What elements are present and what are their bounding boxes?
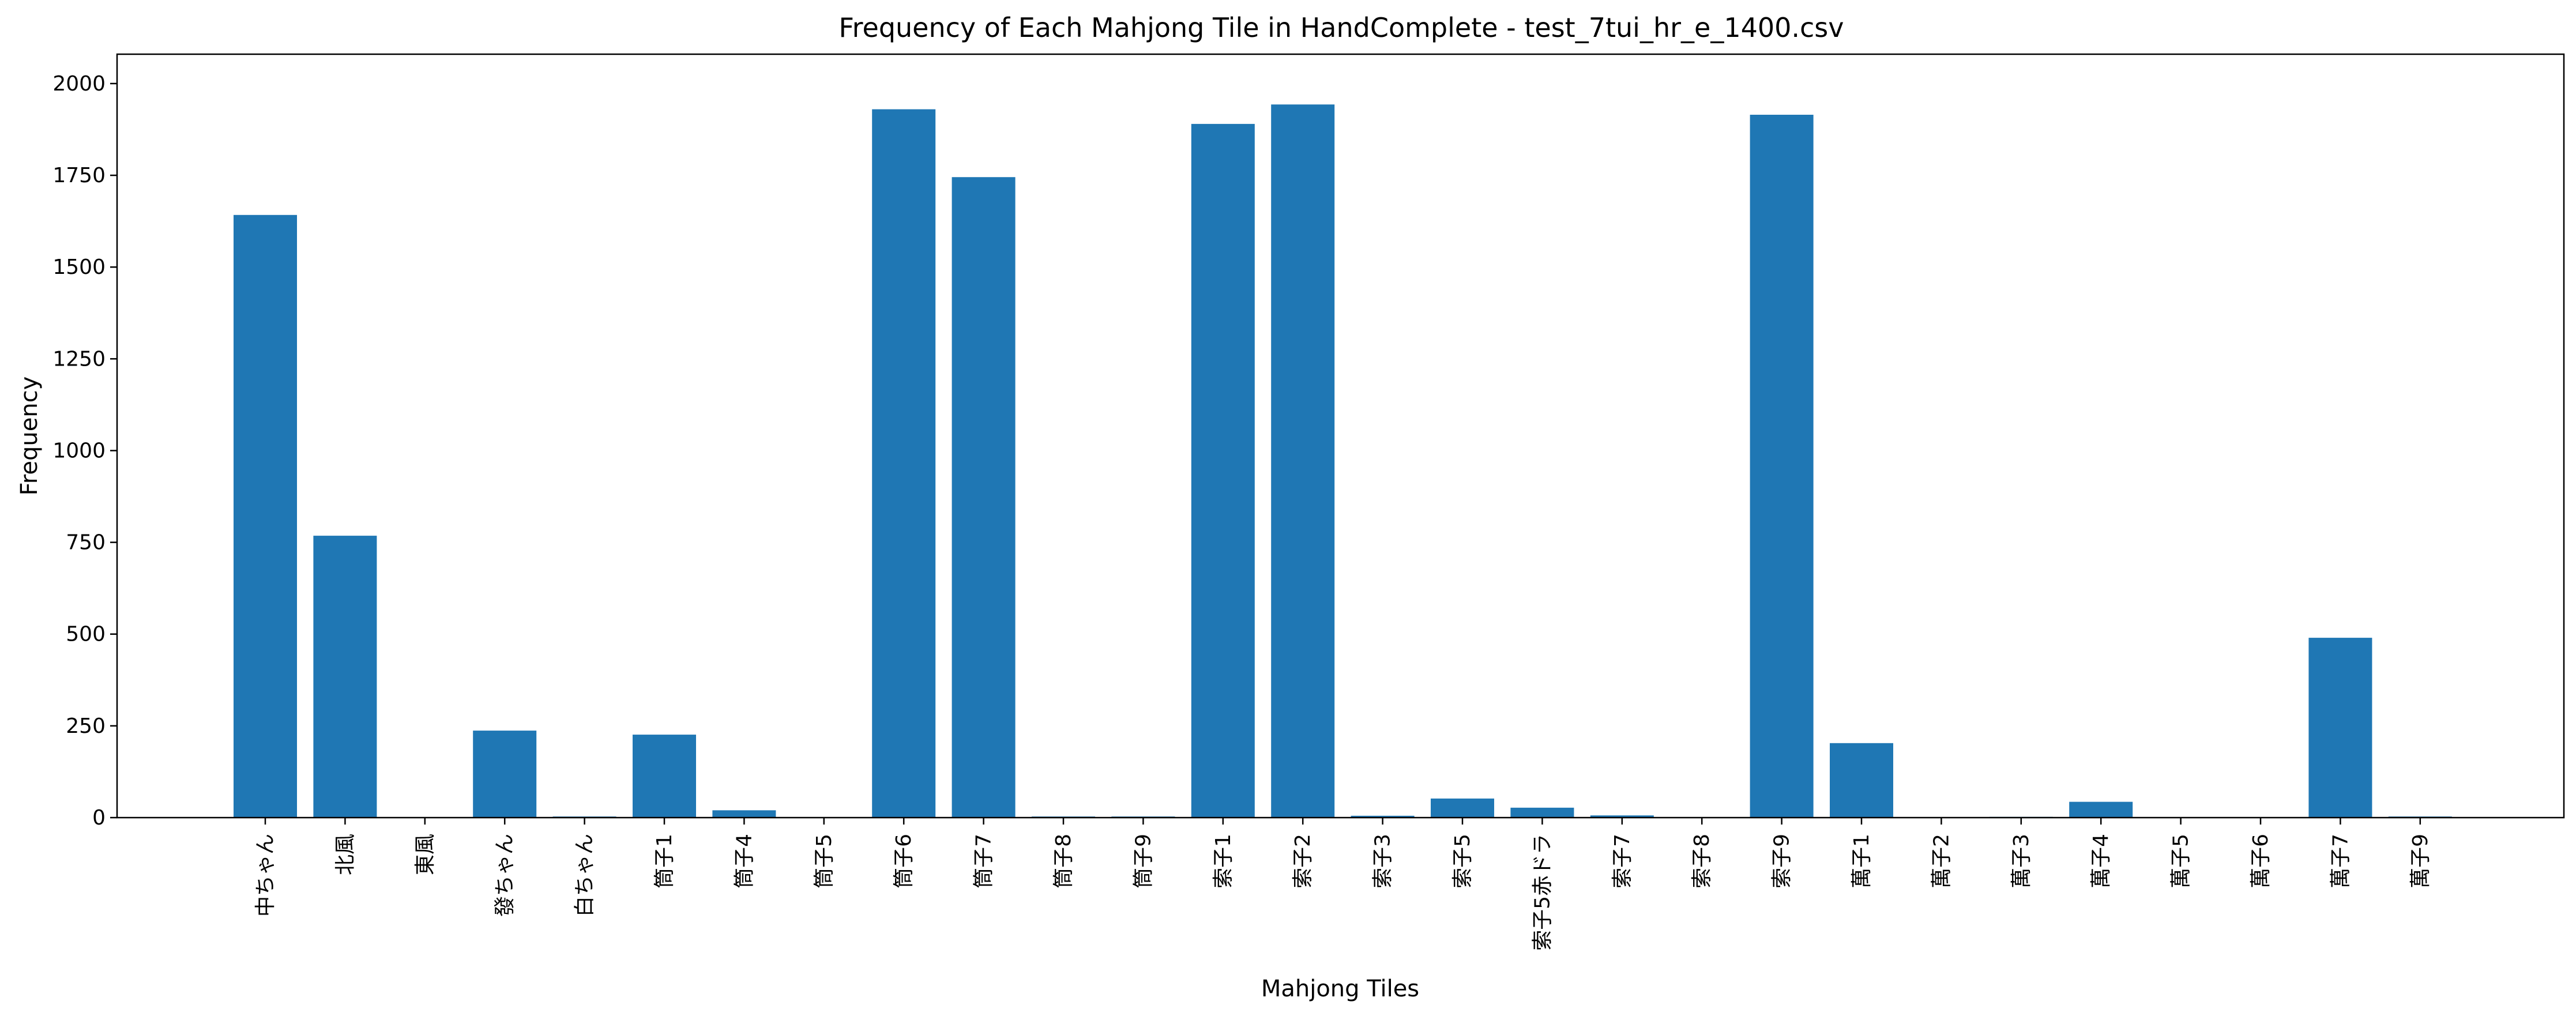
x-tick-label: 筒子1 <box>653 834 676 889</box>
bar <box>633 735 696 818</box>
y-tick-label: 1000 <box>52 439 106 462</box>
x-axis: 中ちゃん 北風 東風 發ちゃん 白ちゃん 筒子1 筒子4 筒子5 筒子6 筒子7 筒子8 筒子9 索子1… <box>254 818 2432 951</box>
x-tick-label: 北風 <box>333 834 357 875</box>
bar <box>872 109 936 818</box>
bar <box>1510 807 1574 818</box>
x-tick-label: 索子7 <box>1611 834 1634 889</box>
x-axis-label: Mahjong Tiles <box>1261 976 1419 1002</box>
x-tick-label: 索子5 <box>1451 834 1475 889</box>
x-tick-label: 萬子2 <box>1930 834 1953 889</box>
x-tick-label: 筒子8 <box>1052 834 1075 889</box>
y-axis: 0 250 500 750 1000 1250 1500 1750 2000 <box>52 72 117 830</box>
x-tick-label: 筒子5 <box>813 834 836 889</box>
x-tick-label: 索子8 <box>1690 834 1714 889</box>
bar <box>1590 815 1654 818</box>
x-tick-label: 萬子4 <box>2089 834 2113 889</box>
x-tick-label: 萬子6 <box>2249 834 2273 889</box>
x-tick-label: 索子3 <box>1371 834 1395 889</box>
y-axis-label: Frequency <box>16 377 43 496</box>
bar <box>1750 115 1814 818</box>
x-tick-label: 筒子9 <box>1131 834 1155 889</box>
y-tick-label: 1750 <box>52 164 106 187</box>
x-tick-label: 索子5赤ドラ <box>1530 834 1554 951</box>
x-tick-label: 發ちゃん <box>493 834 517 917</box>
bar <box>2069 801 2133 818</box>
y-tick-label: 250 <box>66 714 106 738</box>
bar <box>234 214 297 818</box>
y-tick-label: 0 <box>92 806 106 830</box>
bar <box>1271 104 1335 818</box>
bar <box>1191 123 1255 818</box>
x-tick-label: 中ちゃん <box>254 834 277 917</box>
bars-group <box>234 104 2452 818</box>
x-tick-label: 白ちゃん <box>573 834 597 917</box>
bar <box>712 810 776 818</box>
bar <box>2308 638 2372 818</box>
bar <box>1830 743 1893 818</box>
y-tick-label: 500 <box>66 623 106 646</box>
x-tick-label: 萬子3 <box>2010 834 2033 889</box>
y-tick-label: 750 <box>66 531 106 555</box>
x-tick-label: 筒子7 <box>972 834 996 889</box>
y-tick-label: 1500 <box>52 255 106 279</box>
x-tick-label: 萬子9 <box>2409 834 2432 889</box>
bar <box>1431 798 1494 818</box>
x-tick-label: 索子1 <box>1212 834 1235 889</box>
x-tick-label: 筒子6 <box>892 834 916 889</box>
bar <box>952 177 1016 818</box>
x-tick-label: 萬子1 <box>1850 834 1874 889</box>
x-tick-label: 索子9 <box>1770 834 1794 889</box>
y-tick-label: 2000 <box>52 72 106 96</box>
bar <box>473 731 537 818</box>
bar <box>313 536 377 818</box>
x-tick-label: 萬子7 <box>2329 834 2352 889</box>
x-tick-label: 筒子4 <box>732 834 756 889</box>
x-tick-label: 索子2 <box>1291 834 1315 889</box>
y-tick-label: 1250 <box>52 347 106 371</box>
plot-frame <box>116 53 2565 819</box>
x-tick-label: 萬子5 <box>2169 834 2193 889</box>
bar <box>1351 815 1415 818</box>
x-tick-label: 東風 <box>413 834 437 875</box>
chart-title: Frequency of Each Mahjong Tile in HandCo… <box>839 12 1844 43</box>
